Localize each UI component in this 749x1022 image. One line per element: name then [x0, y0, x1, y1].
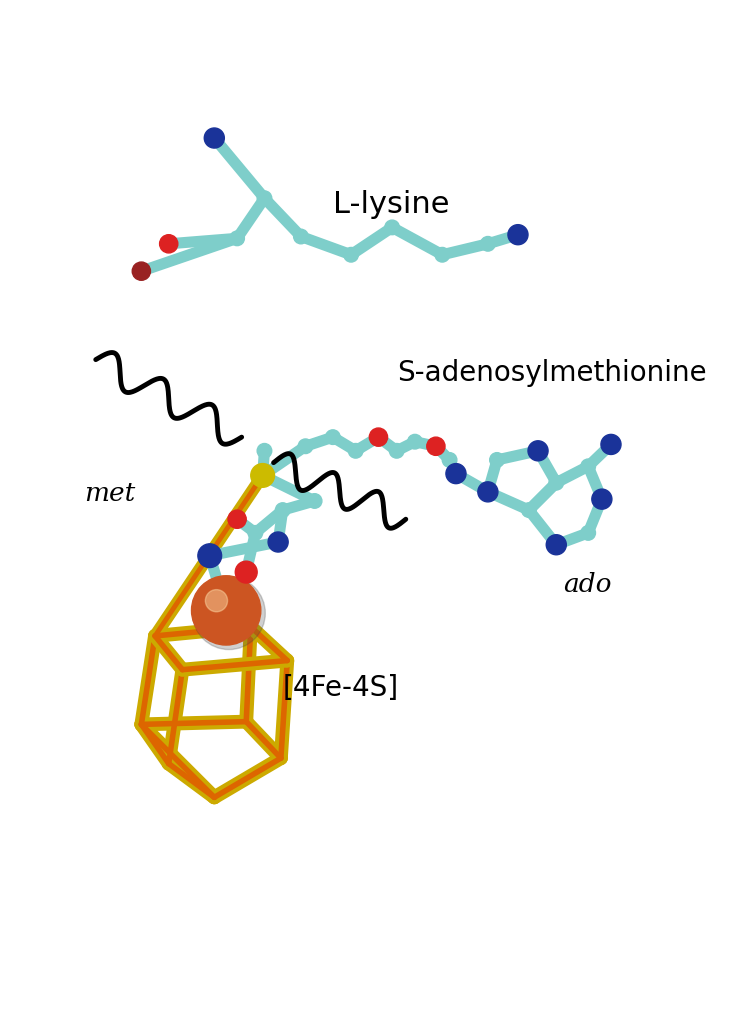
Circle shape	[228, 510, 246, 528]
Circle shape	[230, 231, 244, 245]
Circle shape	[268, 532, 288, 552]
Text: [4Fe-4S]: [4Fe-4S]	[282, 673, 398, 702]
Circle shape	[478, 481, 498, 502]
Circle shape	[427, 437, 445, 456]
Circle shape	[385, 220, 399, 235]
Circle shape	[581, 459, 595, 473]
Circle shape	[348, 444, 363, 458]
Circle shape	[326, 430, 340, 445]
Circle shape	[581, 525, 595, 541]
Circle shape	[192, 575, 261, 645]
Circle shape	[257, 444, 272, 458]
Circle shape	[442, 453, 457, 467]
Circle shape	[546, 535, 566, 555]
Text: S-adenosylmethionine: S-adenosylmethionine	[397, 360, 706, 387]
Circle shape	[192, 576, 265, 650]
Circle shape	[307, 494, 322, 508]
Circle shape	[549, 475, 563, 490]
Text: L-lysine: L-lysine	[333, 190, 449, 219]
Circle shape	[235, 561, 257, 583]
Text: ado: ado	[563, 572, 612, 598]
Circle shape	[276, 503, 290, 517]
Circle shape	[205, 590, 228, 612]
Circle shape	[490, 453, 504, 467]
Circle shape	[198, 544, 222, 567]
Circle shape	[435, 247, 449, 262]
Circle shape	[389, 444, 404, 458]
Circle shape	[133, 262, 151, 280]
Circle shape	[160, 235, 178, 252]
Circle shape	[248, 525, 263, 541]
Circle shape	[601, 434, 621, 455]
Circle shape	[344, 247, 358, 262]
Circle shape	[257, 191, 272, 205]
Circle shape	[446, 464, 466, 483]
Circle shape	[528, 440, 548, 461]
Circle shape	[592, 490, 612, 509]
Circle shape	[407, 434, 422, 449]
Circle shape	[251, 464, 274, 487]
Circle shape	[521, 503, 536, 517]
Circle shape	[298, 439, 313, 454]
Circle shape	[294, 229, 309, 244]
Text: met: met	[84, 481, 135, 506]
Circle shape	[481, 236, 495, 251]
Circle shape	[204, 128, 225, 148]
Circle shape	[508, 225, 528, 244]
Circle shape	[369, 428, 387, 447]
